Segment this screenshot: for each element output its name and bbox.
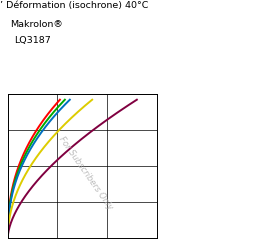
Text: Makrolon®: Makrolon® [10,20,63,29]
Text: For Subscribers Only: For Subscribers Only [56,135,114,211]
Text: ’ Déformation (isochrone) 40°C: ’ Déformation (isochrone) 40°C [0,1,148,10]
Text: LQ3187: LQ3187 [14,36,51,45]
